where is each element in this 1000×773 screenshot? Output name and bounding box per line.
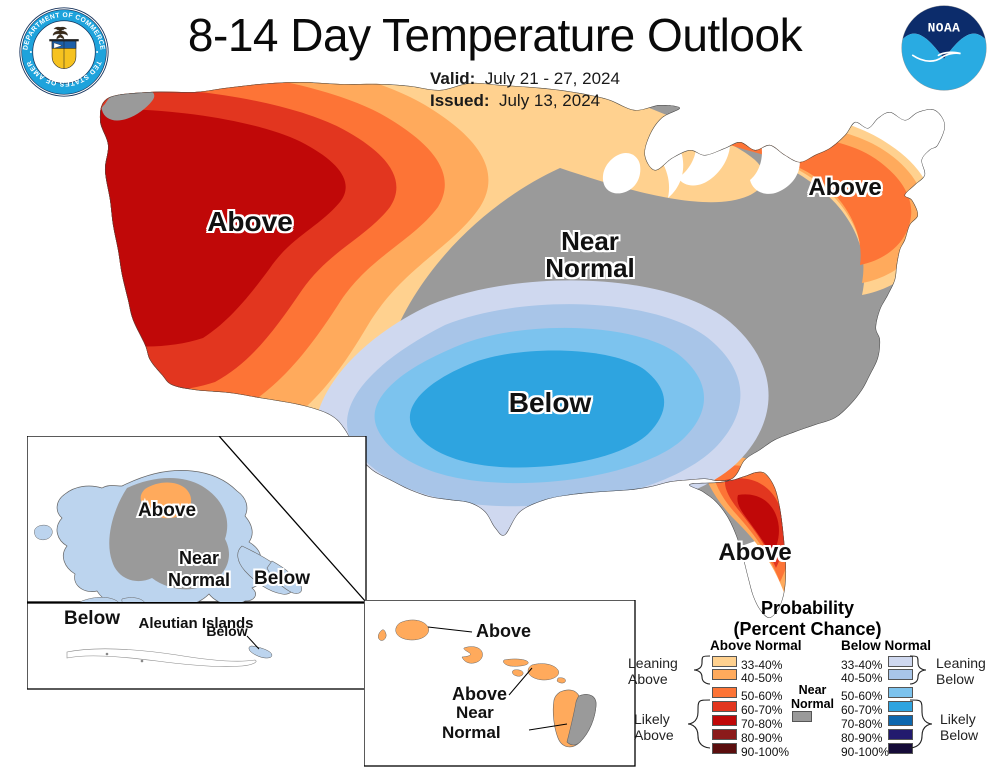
svg-text:Above: Above <box>476 621 531 641</box>
svg-text:Below: Below <box>206 623 247 639</box>
svg-text:Below: Below <box>64 608 120 629</box>
svg-text:Below: Below <box>254 568 310 589</box>
svg-text:Near: Near <box>456 703 494 722</box>
svg-text:Above: Above <box>138 500 196 521</box>
svg-text:Near: Near <box>179 548 219 568</box>
svg-text:Above: Above <box>452 684 507 704</box>
svg-text:Normal: Normal <box>442 723 501 742</box>
svg-text:Normal: Normal <box>168 570 230 590</box>
